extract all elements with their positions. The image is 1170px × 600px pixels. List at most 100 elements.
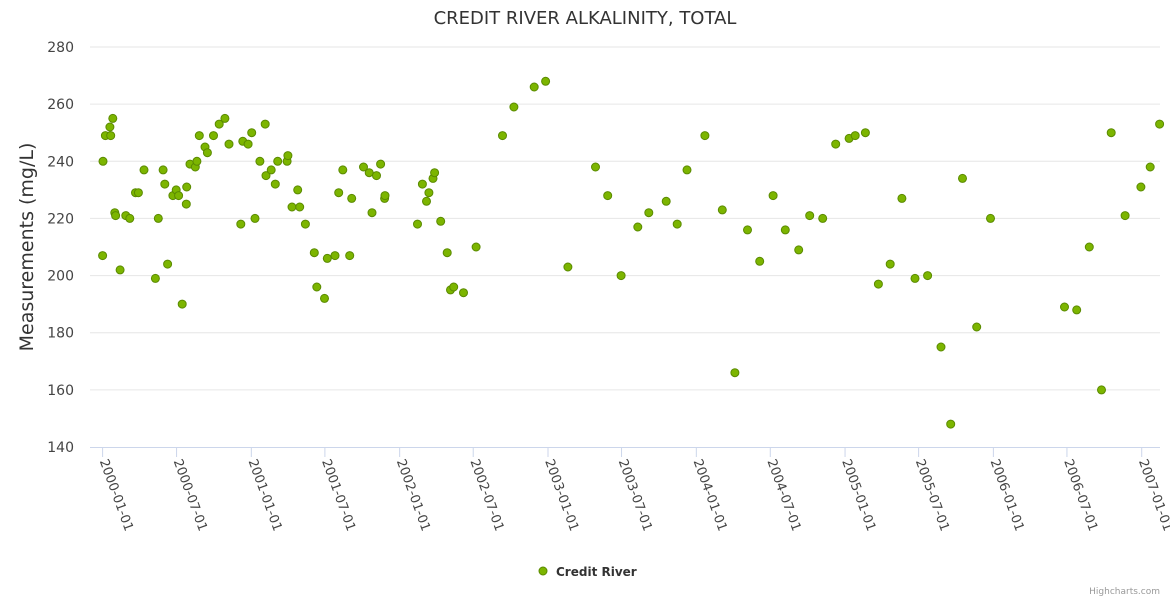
data-point-0-40[interactable] [255, 156, 265, 166]
data-point-0-102[interactable] [818, 213, 828, 223]
data-point-0-60[interactable] [347, 193, 357, 203]
data-point-0-21[interactable] [174, 191, 184, 201]
data-point-0-52[interactable] [309, 248, 319, 258]
data-point-0-3[interactable] [105, 122, 115, 132]
data-point-0-63[interactable] [367, 208, 377, 218]
data-point-0-94[interactable] [717, 205, 727, 215]
data-point-0-71[interactable] [424, 188, 434, 198]
data-point-0-101[interactable] [805, 211, 815, 221]
data-point-0-97[interactable] [755, 256, 765, 266]
data-point-0-16[interactable] [158, 165, 168, 175]
data-point-0-14[interactable] [150, 273, 160, 283]
data-point-0-123[interactable] [1136, 182, 1146, 192]
data-point-0-37[interactable] [243, 139, 253, 149]
data-point-0-119[interactable] [1084, 242, 1094, 252]
data-point-0-90[interactable] [661, 196, 671, 206]
data-point-0-120[interactable] [1097, 385, 1106, 395]
data-point-0-78[interactable] [459, 288, 468, 298]
data-point-0-108[interactable] [885, 259, 895, 269]
data-point-0-39[interactable] [250, 213, 260, 223]
data-point-0-22[interactable] [177, 299, 187, 309]
credits-link[interactable]: Highcharts.com [1089, 587, 1160, 597]
data-point-0-43[interactable] [266, 165, 276, 175]
data-point-0-47[interactable] [283, 151, 293, 161]
data-point-0-34[interactable] [224, 139, 234, 149]
legend[interactable]: Credit River [538, 565, 637, 579]
data-point-0-75[interactable] [442, 248, 452, 258]
data-point-0-32[interactable] [214, 119, 224, 129]
data-point-0-27[interactable] [192, 156, 202, 166]
data-point-0-118[interactable] [1072, 305, 1082, 315]
data-point-0-67[interactable] [380, 191, 390, 201]
data-point-0-17[interactable] [160, 179, 170, 189]
data-point-0-93[interactable] [700, 131, 710, 141]
data-point-0-38[interactable] [247, 128, 257, 138]
data-point-0-99[interactable] [780, 225, 790, 235]
data-point-0-125[interactable] [1155, 119, 1165, 129]
data-point-0-5[interactable] [108, 113, 118, 123]
data-point-0-54[interactable] [320, 293, 329, 303]
data-point-0-122[interactable] [1120, 211, 1130, 221]
data-point-0-92[interactable] [682, 165, 692, 175]
data-point-0-15[interactable] [153, 213, 163, 223]
data-point-0-23[interactable] [181, 199, 191, 209]
data-point-0-1[interactable] [98, 156, 108, 166]
data-point-0-4[interactable] [106, 131, 116, 141]
data-point-0-13[interactable] [139, 165, 149, 175]
data-point-0-50[interactable] [295, 202, 305, 212]
data-point-0-51[interactable] [300, 219, 310, 229]
data-point-0-105[interactable] [850, 131, 860, 141]
data-point-0-116[interactable] [986, 213, 995, 223]
data-point-0-61[interactable] [359, 162, 368, 172]
data-point-0-95[interactable] [730, 368, 740, 378]
data-point-0-30[interactable] [202, 148, 212, 158]
data-point-0-103[interactable] [831, 139, 841, 149]
data-point-0-58[interactable] [338, 165, 348, 175]
data-point-0-65[interactable] [376, 159, 386, 169]
data-point-0-70[interactable] [422, 196, 431, 206]
data-point-0-112[interactable] [936, 342, 946, 352]
data-point-0-87[interactable] [616, 271, 626, 281]
data-point-0-109[interactable] [897, 193, 907, 203]
data-point-0-111[interactable] [923, 271, 933, 281]
data-point-0-68[interactable] [413, 219, 422, 229]
data-point-0-10[interactable] [125, 213, 135, 223]
data-point-0-77[interactable] [449, 282, 459, 292]
data-point-0-115[interactable] [972, 322, 982, 332]
data-point-0-48[interactable] [287, 202, 297, 212]
data-point-0-98[interactable] [768, 191, 778, 201]
data-point-0-110[interactable] [910, 273, 920, 283]
data-point-0-107[interactable] [873, 279, 883, 289]
data-point-0-100[interactable] [794, 245, 804, 255]
data-point-0-80[interactable] [498, 131, 507, 141]
data-point-0-85[interactable] [591, 162, 600, 172]
data-point-0-79[interactable] [471, 242, 481, 252]
data-point-0-91[interactable] [672, 219, 682, 229]
data-point-0-117[interactable] [1060, 302, 1069, 312]
data-point-0-41[interactable] [260, 119, 270, 129]
data-point-0-45[interactable] [273, 156, 283, 166]
data-point-0-113[interactable] [946, 419, 956, 429]
data-point-0-35[interactable] [236, 219, 246, 229]
data-point-0-96[interactable] [743, 225, 752, 235]
data-point-0-44[interactable] [270, 179, 280, 189]
data-point-0-55[interactable] [322, 253, 332, 263]
legend-item-credit-river[interactable]: Credit River [556, 565, 637, 579]
data-point-0-114[interactable] [958, 173, 967, 183]
data-point-0-18[interactable] [163, 259, 173, 269]
data-point-0-74[interactable] [436, 216, 446, 226]
data-point-0-121[interactable] [1106, 128, 1116, 138]
data-point-0-31[interactable] [209, 131, 218, 141]
data-point-0-12[interactable] [133, 188, 143, 198]
data-point-0-42[interactable] [261, 171, 271, 181]
legend-marker[interactable] [538, 566, 548, 576]
data-point-0-73[interactable] [430, 168, 440, 178]
data-point-0-28[interactable] [194, 131, 204, 141]
data-point-0-62[interactable] [364, 168, 374, 178]
data-point-0-124[interactable] [1145, 162, 1155, 172]
data-point-0-86[interactable] [603, 191, 613, 201]
data-point-0-7[interactable] [111, 211, 121, 221]
data-point-0-59[interactable] [345, 251, 355, 261]
data-point-0-106[interactable] [860, 128, 870, 138]
data-point-0-33[interactable] [220, 113, 230, 123]
